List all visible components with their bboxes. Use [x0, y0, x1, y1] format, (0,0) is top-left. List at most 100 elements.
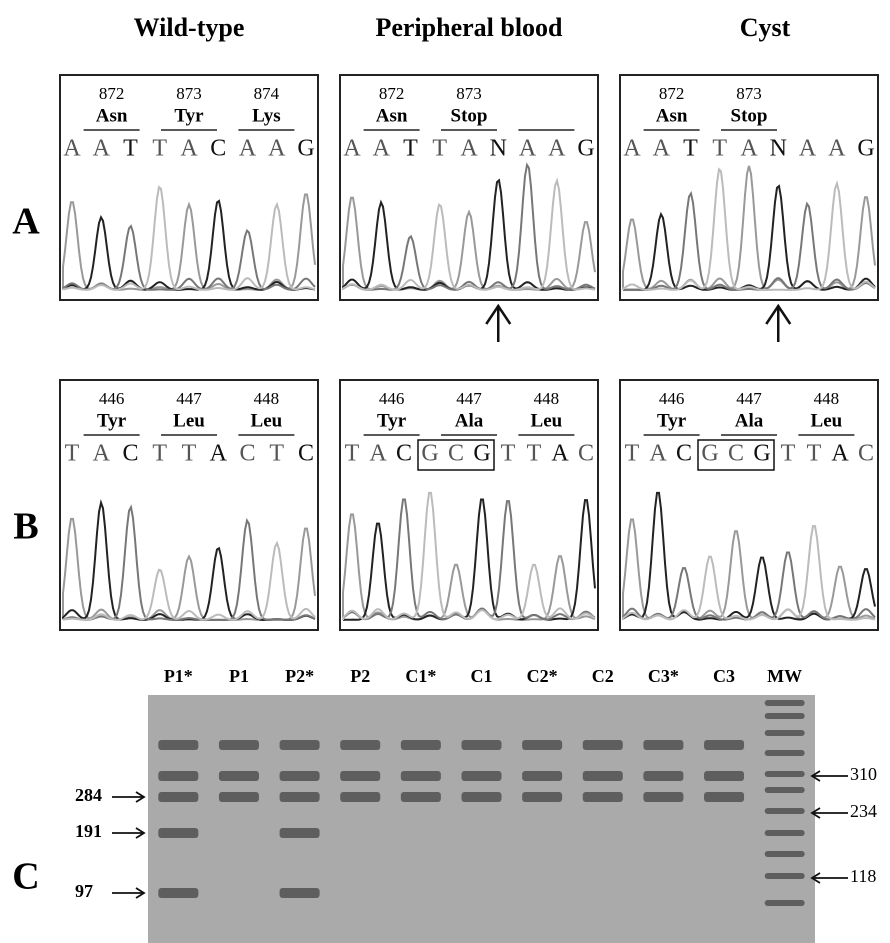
base: G — [701, 441, 718, 467]
gel-band — [704, 792, 745, 802]
gel-band — [340, 792, 381, 802]
chromatogram-trace — [342, 491, 596, 621]
base: N — [770, 136, 787, 162]
base: C — [298, 441, 314, 467]
chromatogram-trace — [342, 498, 596, 621]
base: T — [807, 441, 822, 467]
size-marker: 118 — [850, 866, 876, 886]
base: A — [239, 136, 257, 162]
size-marker: 234 — [850, 801, 877, 821]
gel-band — [158, 792, 199, 802]
gel-band — [643, 740, 684, 750]
size-marker: 310 — [850, 764, 877, 784]
lane-label: P1* — [164, 666, 193, 686]
gel-band — [764, 873, 805, 879]
row-label: C — [12, 856, 39, 898]
codon-number: 448 — [254, 389, 280, 408]
marker-arrow — [810, 807, 848, 819]
base: T — [683, 136, 698, 162]
gel-band — [764, 787, 805, 793]
gel-band — [764, 771, 805, 777]
column-header: Wild-type — [134, 13, 245, 42]
gel-band — [279, 740, 320, 750]
gel-band — [158, 828, 199, 838]
base: A — [831, 441, 849, 467]
lane-label: P1 — [229, 666, 249, 686]
amino-acid: Stop — [451, 105, 488, 126]
chromatogram-trace — [62, 199, 316, 291]
lane-label: C2* — [527, 666, 558, 686]
chromatogram-trace — [622, 167, 876, 292]
gel-band — [764, 750, 805, 756]
lane-label: P2* — [285, 666, 314, 686]
chromatogram-trace — [342, 177, 596, 291]
column-header: Peripheral blood — [375, 13, 563, 42]
gel-band — [461, 792, 502, 802]
base: A — [740, 136, 758, 162]
gel-band — [643, 771, 684, 781]
gel-band — [582, 771, 623, 781]
base: A — [268, 136, 286, 162]
amino-acid: Ala — [735, 410, 764, 431]
base: N — [490, 136, 507, 162]
codon-number: 872 — [659, 84, 685, 103]
base: T — [65, 441, 80, 467]
lane-label: C2 — [592, 666, 614, 686]
base: C — [858, 441, 874, 467]
amino-acid: Tyr — [657, 410, 687, 431]
amino-acid: Ala — [455, 410, 484, 431]
chromatogram-trace — [62, 185, 316, 291]
base: C — [676, 441, 692, 467]
base: T — [345, 441, 360, 467]
amino-acid: Asn — [96, 105, 128, 126]
codon-number: 874 — [254, 84, 280, 103]
chromatogram-trace — [622, 184, 876, 291]
base: A — [460, 136, 478, 162]
gel-band — [522, 792, 563, 802]
gel-band — [158, 888, 199, 898]
base: A — [343, 136, 361, 162]
base: G — [577, 136, 594, 162]
gel-band — [582, 740, 623, 750]
lane-label: C3 — [713, 666, 735, 686]
size-marker: 191 — [75, 821, 102, 841]
codon-number: 873 — [176, 84, 202, 103]
amino-acid: Leu — [251, 410, 283, 431]
lane-label: C3* — [648, 666, 679, 686]
lane-label: P2 — [350, 666, 370, 686]
marker-arrow — [810, 770, 848, 782]
panel-frame — [59, 74, 319, 301]
base: C — [239, 441, 255, 467]
amino-acid: Leu — [811, 410, 843, 431]
gel-band — [340, 740, 381, 750]
base: C — [210, 136, 226, 162]
gel-band — [461, 771, 502, 781]
marker-arrow — [112, 887, 146, 899]
gel-band — [522, 771, 563, 781]
amino-acid: Asn — [376, 105, 408, 126]
gel-band — [582, 792, 623, 802]
gel-band — [158, 740, 199, 750]
base: G — [473, 441, 490, 467]
gel-band — [764, 730, 805, 736]
codon-number: 447 — [176, 389, 202, 408]
row-label: B — [13, 506, 38, 548]
base: A — [63, 136, 81, 162]
marker-arrow — [112, 827, 146, 839]
gel-band — [522, 740, 563, 750]
base: T — [182, 441, 197, 467]
arrow — [485, 303, 512, 342]
lane-label: C1 — [471, 666, 493, 686]
base: A — [548, 136, 566, 162]
base: A — [180, 136, 198, 162]
gel-band — [218, 740, 259, 750]
size-marker: 284 — [75, 785, 102, 805]
base: A — [653, 136, 671, 162]
gel-band — [279, 792, 320, 802]
column-header: Cyst — [740, 13, 791, 42]
marker-arrow — [112, 791, 146, 803]
amino-acid: Asn — [656, 105, 688, 126]
gel-band — [764, 713, 805, 719]
codon-number: 873 — [456, 84, 482, 103]
chromatogram-trace — [622, 525, 876, 621]
